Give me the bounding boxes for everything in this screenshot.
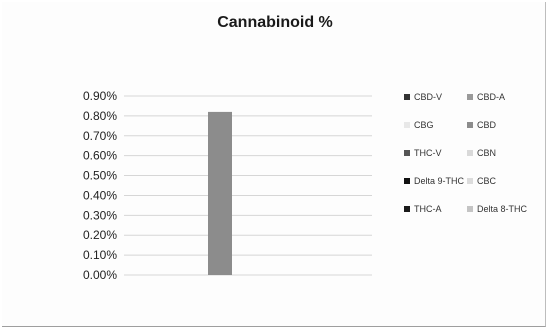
legend-label-thc-v: THC-V [414, 148, 442, 158]
legend-label-cbg: CBG [414, 120, 434, 130]
bar-cbd [208, 111, 232, 276]
legend-swatch-cbn [467, 150, 473, 156]
chart-title: Cannabinoid % [217, 14, 333, 31]
legend-label-delta-9-thc: Delta 9-THC [414, 176, 465, 186]
y-tick-label: 0.90% [83, 89, 117, 103]
y-tick-label: 0.30% [83, 208, 117, 222]
legend-label-cbd: CBD [477, 120, 497, 130]
legend-label-delta-8-thc: Delta 8-THC [477, 204, 528, 214]
y-tick-label: 0.80% [83, 109, 117, 123]
legend-swatch-delta-8-thc [467, 206, 473, 212]
y-tick-label: 0.00% [83, 268, 117, 282]
plot-area: 0.90% 0.80% 0.70% 0.60% 0.50% 0.40% 0.30% 0.20%… [83, 89, 372, 282]
y-tick-label: 0.60% [83, 149, 117, 163]
legend-swatch-delta-9-thc [404, 178, 410, 184]
legend-label-thc-a: THC-A [414, 204, 442, 214]
y-tick-label: 0.20% [83, 228, 117, 242]
legend-label-cbd-v: CBD-V [414, 92, 442, 102]
legend-label-cbn: CBN [477, 148, 496, 158]
legend-swatch-cbd-v [404, 94, 410, 100]
legend-swatch-thc-a [404, 206, 410, 212]
y-tick-label: 0.40% [83, 188, 117, 202]
y-tick-label: 0.10% [83, 248, 117, 262]
legend-swatch-cbd [467, 122, 473, 128]
legend-swatch-cbg [404, 122, 410, 128]
y-tick-label: 0.70% [83, 129, 117, 143]
chart-legend: CBD-V CBD-A CBG CBD THC-V CBN Delta 9-THC CBC TH… [404, 92, 528, 214]
legend-label-cbc: CBC [477, 176, 497, 186]
legend-swatch-cbc [467, 178, 473, 184]
legend-swatch-thc-v [404, 150, 410, 156]
y-tick-label: 0.50% [83, 169, 117, 183]
legend-swatch-cbd-a [467, 94, 473, 100]
legend-label-cbd-a: CBD-A [477, 92, 505, 102]
chart-frame [2, 2, 546, 327]
